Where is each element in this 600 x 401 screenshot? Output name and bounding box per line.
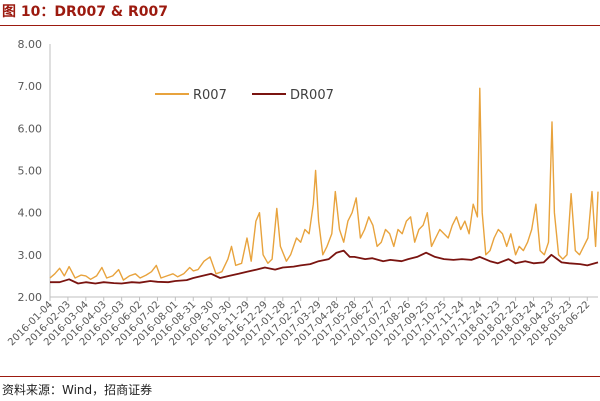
y-tick-label: 2.00 <box>18 291 43 304</box>
chart-area: 2.00 3.00 4.00 5.00 6.00 7.00 8.00 2016-01-042… <box>6 38 599 348</box>
figure-title: 图 10：DR007 & R007 <box>2 4 168 20</box>
source-note: 资料来源：Wind，招商证券 <box>2 383 153 397</box>
title-rule <box>0 25 600 26</box>
y-tick-label: 3.00 <box>18 249 43 262</box>
legend-label-r007: R007 <box>193 88 227 103</box>
footer-rule <box>0 376 600 377</box>
series-line-r007 <box>49 87 599 281</box>
y-tick-label: 5.00 <box>18 165 43 178</box>
series-layer <box>49 87 599 285</box>
y-axis: 2.00 3.00 4.00 5.00 6.00 7.00 8.00 <box>18 38 51 304</box>
legend-label-dr007: DR007 <box>290 88 334 103</box>
y-tick-label: 4.00 <box>18 207 43 220</box>
y-tick-label: 7.00 <box>18 80 43 93</box>
legend: R007 DR007 <box>155 88 334 103</box>
y-tick-label: 8.00 <box>18 38 43 51</box>
x-axis: 2016-01-042016-02-032016-03-042016-04-03… <box>6 296 598 348</box>
y-tick-label: 6.00 <box>18 122 43 135</box>
series-line-dr007 <box>50 249 599 285</box>
